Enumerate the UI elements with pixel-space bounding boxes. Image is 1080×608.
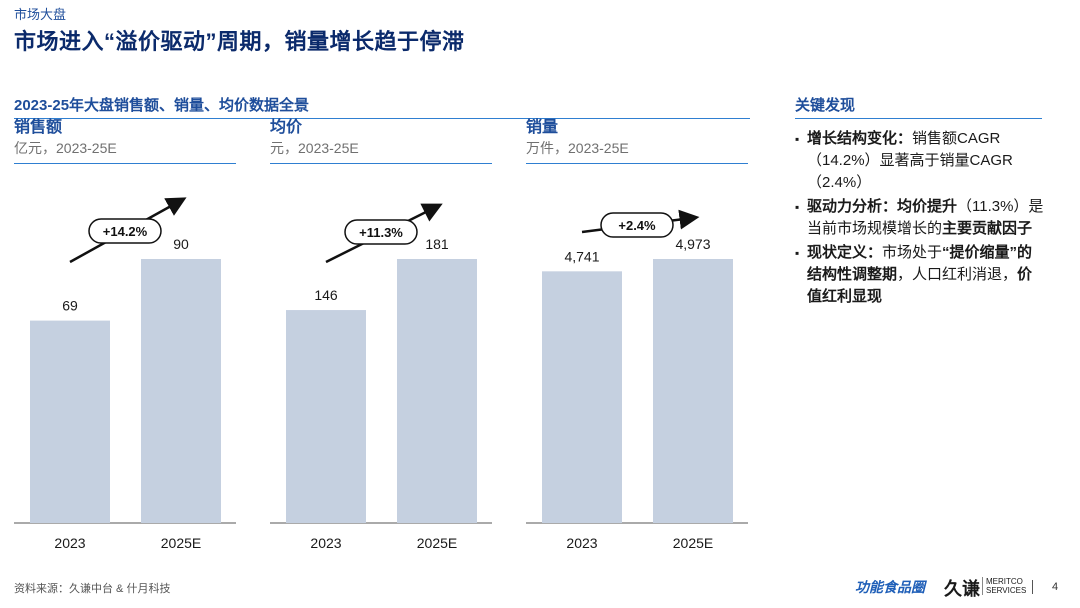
- finding-emphasis: 价值红利显现: [807, 266, 1033, 305]
- brand-logo-functional-food: 功能食品圈: [855, 579, 925, 595]
- x-tick-label: 2023: [566, 535, 597, 551]
- chart-header-price: 均价 元，2023-25E: [270, 118, 492, 164]
- chart-subtitle: 万件，2023-25E: [526, 140, 629, 156]
- bar: [141, 259, 221, 523]
- growth-label: +11.3%: [359, 225, 403, 240]
- key-findings-list: ▪ 增长结构变化：销售额CAGR（14.2%）显著高于销量CAGR（2.4%） …: [795, 128, 1045, 310]
- page-number: 4: [1052, 581, 1059, 593]
- finding-emphasis: 主要贡献因子: [942, 220, 1033, 237]
- bar-value-label: 69: [62, 298, 78, 314]
- bullet-icon: ▪: [795, 200, 800, 214]
- brand-logo-jiuqian: 久谦: [944, 579, 980, 599]
- x-tick-label: 2025E: [417, 535, 457, 551]
- finding-item: ▪ 增长结构变化：销售额CAGR（14.2%）显著高于销量CAGR（2.4%）: [795, 128, 1045, 194]
- chart-subtitle: 元，2023-25E: [270, 140, 359, 156]
- growth-pill: [344, 219, 418, 245]
- bar: [30, 320, 110, 523]
- chart-title: 均价: [270, 119, 303, 136]
- bar: [653, 259, 733, 523]
- x-tick-label: 2023: [310, 535, 341, 551]
- bar-value-label: 181: [425, 236, 449, 252]
- growth-pill: [600, 212, 674, 238]
- finding-text: （11.3%）是当前市场规模增长的: [807, 198, 1044, 237]
- chart-header-volume: 销量 万件，2023-25E: [526, 118, 748, 164]
- x-tick-label: 2023: [54, 535, 85, 551]
- finding-text: 市场处于: [882, 244, 943, 261]
- chart-title: 销售额: [14, 119, 63, 136]
- bar: [397, 259, 477, 523]
- bar: [542, 271, 622, 523]
- bar: [286, 310, 366, 523]
- bar-value-label: 90: [173, 236, 189, 252]
- x-tick-label: 2025E: [673, 535, 713, 551]
- chart-subtitle: 亿元，2023-25E: [14, 140, 117, 156]
- bullet-icon: ▪: [795, 246, 800, 260]
- source-note: 资料来源：久谦中台 & 什月科技: [14, 583, 171, 595]
- bar-value-label: 4,741: [564, 248, 599, 264]
- x-tick-label: 2025E: [161, 535, 201, 551]
- footer-divider: [1032, 580, 1033, 594]
- growth-label: +2.4%: [618, 218, 656, 233]
- finding-label: 增长结构变化：: [807, 130, 913, 147]
- page-title: 市场进入“溢价驱动”周期，销量增长趋于停滞: [14, 29, 465, 54]
- bar-value-label: 146: [314, 287, 338, 303]
- growth-label: +14.2%: [103, 224, 148, 239]
- finding-text: ，人口红利消退，: [897, 266, 1018, 283]
- finding-text: 销售额CAGR（14.2%）显著高于销量CAGR（2.4%）: [807, 130, 1013, 191]
- key-findings-header: 关键发现: [795, 94, 1042, 119]
- chart-header-sales: 销售额 亿元，2023-25E: [14, 118, 236, 164]
- bar-value-label: 4,973: [675, 236, 710, 252]
- charts-section-header: 2023-25年大盘销售额、销量、均价数据全景: [14, 94, 750, 119]
- finding-item: ▪ 驱动力分析：均价提升（11.3%）是当前市场规模增长的主要贡献因子: [795, 196, 1045, 240]
- growth-pill: [88, 218, 162, 244]
- finding-label: 现状定义：: [807, 244, 883, 261]
- finding-emphasis: “提价缩量”的结构性调整期: [807, 244, 1033, 283]
- finding-item: ▪ 现状定义：市场处于“提价缩量”的结构性调整期，人口红利消退，价值红利显现: [795, 242, 1045, 308]
- brand-logo-meritco: MERITCO SERVICES: [982, 577, 1026, 595]
- section-tag: 市场大盘: [14, 7, 67, 22]
- finding-label: 驱动力分析：均价提升: [807, 198, 958, 215]
- chart-title: 销量: [526, 119, 559, 136]
- bullet-icon: ▪: [795, 132, 800, 146]
